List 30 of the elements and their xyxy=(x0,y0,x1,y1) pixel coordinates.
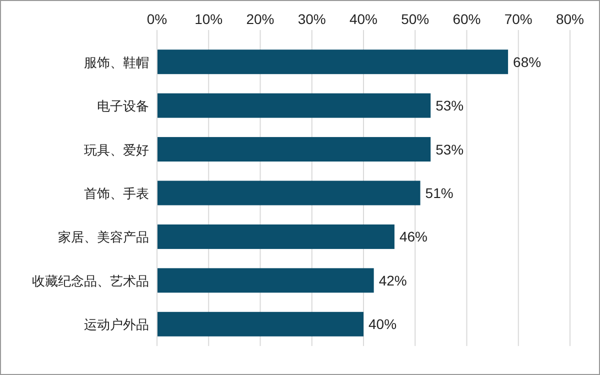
bar xyxy=(157,93,431,118)
x-tick-label: 20% xyxy=(246,11,274,27)
y-tick-label: 服饰、鞋帽 xyxy=(84,54,149,70)
x-tick-label: 80% xyxy=(556,11,584,27)
bar xyxy=(157,268,374,293)
y-tick-label: 家居、美容产品 xyxy=(58,230,149,245)
x-tick-label: 70% xyxy=(504,11,532,27)
data-label: 53% xyxy=(436,141,464,158)
bar xyxy=(157,312,364,336)
x-tick-label: 50% xyxy=(401,11,430,27)
y-tick-label: 玩具、爱好 xyxy=(84,142,149,158)
data-label: 68% xyxy=(513,54,542,70)
x-tick-label: 30% xyxy=(298,11,326,27)
y-tick-label: 首饰、手表 xyxy=(84,186,149,201)
data-label: 42% xyxy=(378,272,407,288)
x-tick-label: 0% xyxy=(146,11,168,27)
x-tick-label: 10% xyxy=(194,11,223,27)
bar xyxy=(157,224,394,249)
data-label: 53% xyxy=(436,98,464,114)
y-tick-label: 收藏纪念品、艺术品 xyxy=(32,273,149,288)
x-tick-label: 40% xyxy=(349,11,378,27)
bar xyxy=(157,50,508,74)
data-label: 46% xyxy=(399,228,428,245)
bar xyxy=(157,137,431,162)
data-label: 51% xyxy=(425,185,454,201)
data-label: 40% xyxy=(368,316,397,332)
y-tick-label: 电子设备 xyxy=(97,98,149,114)
bar xyxy=(157,180,420,206)
x-tick-label: 60% xyxy=(452,11,481,27)
y-tick-label: 运动户外品 xyxy=(84,317,149,332)
